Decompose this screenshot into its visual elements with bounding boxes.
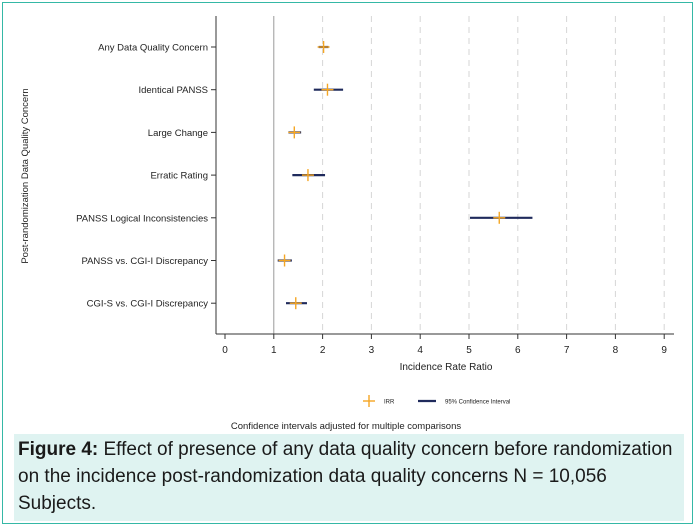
irr-markers [278,41,506,310]
y-axis-label: Post-randomization Data Quality Concern [20,88,31,263]
x-tick-label-3: 3 [369,345,375,356]
grid-lines [322,16,665,334]
x-tick-label-5: 5 [466,345,472,356]
x-tick-label-8: 8 [613,345,619,356]
irr-marker-4 [493,211,506,224]
figure-panel: Any Data Quality Concern Identical PANSS L… [4,4,691,432]
category-label-5: PANSS vs. CGI-I Discrepancy [81,256,208,267]
irr-marker-0 [317,41,330,53]
legend: IRR 95% Confidence Interval [363,395,510,407]
x-tick-label-6: 6 [515,345,521,356]
ci-bars [277,45,533,305]
x-tick-label-2: 2 [320,345,326,356]
axes [211,16,674,339]
category-label-4: PANSS Logical Inconsistencies [76,213,208,224]
chart-note: Confidence intervals adjusted for multip… [231,421,461,432]
irr-marker-5 [278,254,291,267]
irr-marker-6 [289,297,302,310]
x-tick-label-4: 4 [417,345,423,356]
category-labels: Any Data Quality Concern Identical PANSS L… [76,43,208,310]
x-tick-label-7: 7 [564,345,570,356]
category-label-2: Large Change [148,128,208,139]
category-label-1: Identical PANSS [138,85,208,96]
x-tick-labels: 0 1 2 3 4 5 6 7 8 9 [222,345,667,356]
figure-caption: Figure 4: Effect of presence of any data… [14,434,684,521]
irr-marker-2 [288,126,301,139]
x-tick-label-9: 9 [661,345,667,356]
x-axis-label: Incidence Rate Ratio [400,362,493,373]
category-label-6: CGI-S vs. CGI-I Discrepancy [87,299,209,310]
x-tick-label-0: 0 [222,345,228,356]
forest-plot: Any Data Quality Concern Identical PANSS L… [20,16,674,432]
legend-ci-label: 95% Confidence Interval [445,400,510,406]
category-label-0: Any Data Quality Concern [98,43,208,54]
irr-marker-1 [321,83,334,96]
category-label-3: Erratic Rating [150,171,208,182]
caption-text: Effect of presence of any data quality c… [18,439,673,514]
irr-marker-3 [301,169,314,182]
legend-irr-label: IRR [384,400,395,406]
x-tick-label-1: 1 [271,345,277,356]
caption-label: Figure 4: [18,439,99,460]
